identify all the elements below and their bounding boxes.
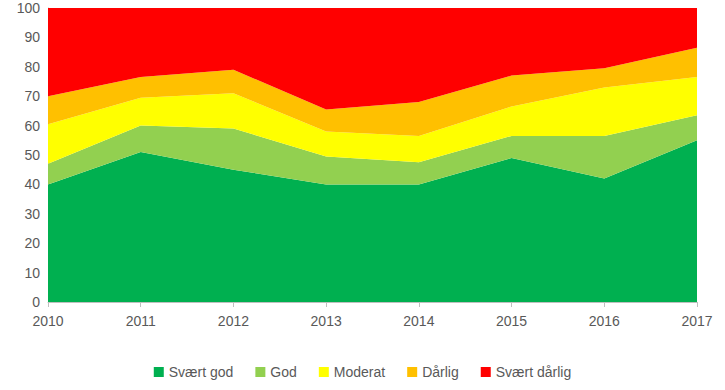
svg-text:30: 30	[24, 206, 40, 222]
svg-text:2015: 2015	[496, 313, 527, 329]
svg-text:50: 50	[24, 147, 40, 163]
svg-text:2010: 2010	[32, 313, 63, 329]
svg-text:2011: 2011	[126, 313, 156, 329]
svg-text:Dårlig: Dårlig	[422, 364, 459, 380]
svg-text:2014: 2014	[403, 313, 434, 329]
svg-text:0: 0	[32, 294, 40, 310]
svg-text:Svært god: Svært god	[169, 364, 234, 380]
svg-text:2017: 2017	[681, 313, 712, 329]
svg-text:10: 10	[24, 265, 40, 281]
svg-text:Svært dårlig: Svært dårlig	[496, 364, 571, 380]
svg-text:2013: 2013	[311, 313, 342, 329]
svg-text:100: 100	[17, 0, 41, 16]
svg-text:2012: 2012	[218, 313, 249, 329]
svg-text:40: 40	[24, 176, 40, 192]
svg-text:60: 60	[24, 118, 40, 134]
svg-text:80: 80	[24, 59, 40, 75]
svg-text:70: 70	[24, 88, 40, 104]
svg-text:2016: 2016	[589, 313, 620, 329]
svg-text:90: 90	[24, 29, 40, 45]
svg-text:20: 20	[24, 235, 40, 251]
svg-text:God: God	[270, 364, 296, 380]
svg-text:Moderat: Moderat	[334, 364, 385, 380]
